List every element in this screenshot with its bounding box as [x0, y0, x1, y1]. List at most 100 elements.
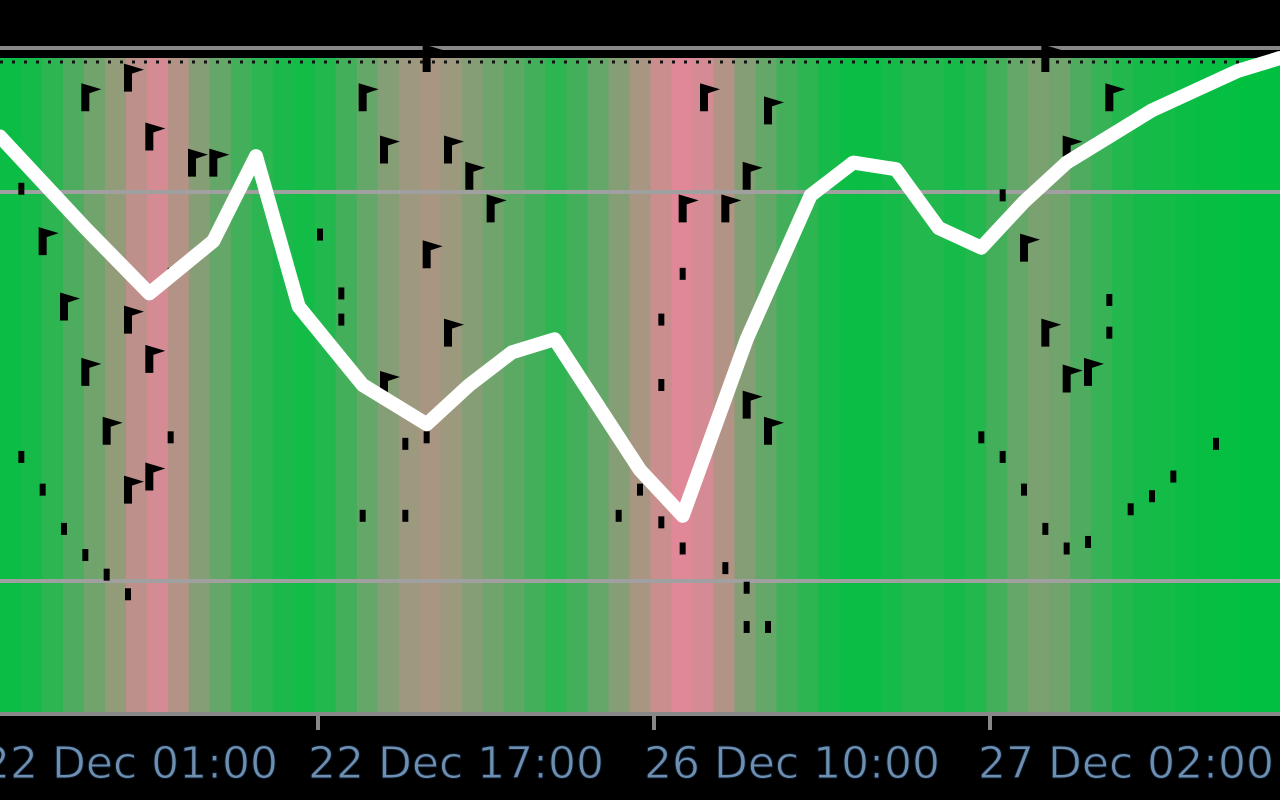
data-point [18, 450, 25, 463]
background-band [1112, 58, 1134, 712]
background-band [902, 58, 924, 712]
data-point [402, 437, 409, 450]
data-point [615, 509, 622, 522]
background-band [818, 58, 840, 712]
data-marker [81, 83, 102, 112]
data-point [978, 431, 985, 444]
data-point [679, 542, 686, 555]
background-band [1070, 58, 1092, 712]
data-marker [1084, 357, 1104, 386]
background-band [440, 58, 463, 712]
data-marker [38, 227, 59, 256]
data-point [1085, 535, 1091, 548]
background-band [1133, 58, 1155, 712]
x-tick-labels: 22 Dec 01:00 22 Dec 17:00 26 Dec 10:00 2… [0, 738, 1274, 790]
background-band [377, 58, 400, 712]
background-band [1175, 58, 1197, 712]
background-band [419, 58, 442, 712]
data-marker [145, 462, 166, 491]
data-marker [124, 475, 144, 504]
data-marker [60, 292, 80, 321]
background-band [1196, 58, 1218, 712]
background-band [314, 58, 337, 712]
data-point [1106, 293, 1113, 306]
series-line-1 [0, 51, 1280, 523]
background-band [881, 58, 903, 712]
background-band [860, 58, 882, 712]
data-point [125, 588, 131, 601]
data-point [637, 483, 643, 496]
data-marker [1105, 83, 1126, 112]
x-tick-label-4: 27 Dec 02:00 [978, 738, 1274, 789]
data-marker [188, 148, 208, 177]
data-marker [444, 135, 464, 164]
data-point [61, 522, 67, 535]
data-point [658, 313, 665, 326]
background-band [587, 58, 610, 712]
background-band [965, 58, 987, 712]
data-marker [209, 148, 230, 177]
background-band [482, 58, 505, 712]
background-band [734, 58, 757, 712]
data-point [1042, 522, 1049, 535]
background-band [755, 58, 777, 712]
background-band [1007, 58, 1029, 712]
data-marker [124, 63, 144, 92]
data-marker [81, 357, 102, 386]
data-point [999, 189, 1006, 202]
data-marker [145, 122, 166, 151]
background-band [923, 58, 945, 712]
background-band [608, 58, 631, 712]
data-marker [1062, 364, 1083, 393]
data-point [1170, 470, 1177, 483]
background-band [188, 58, 211, 712]
background-band [1091, 58, 1113, 712]
background-band [1217, 58, 1239, 712]
data-marker [700, 83, 720, 112]
data-point [402, 509, 409, 522]
data-marker [1020, 233, 1040, 262]
data-marker [102, 416, 123, 445]
data-point [743, 620, 750, 633]
data-point [338, 313, 345, 326]
data-marker [764, 96, 784, 125]
background-band [272, 58, 295, 712]
background-band [125, 58, 148, 712]
data-point [999, 450, 1006, 463]
data-point [18, 182, 25, 195]
background-band [986, 58, 1008, 712]
background-band [944, 58, 966, 712]
background-band [146, 58, 169, 712]
background-band [629, 58, 652, 712]
grid-lines [0, 46, 1280, 583]
data-marker [742, 390, 763, 419]
data-point [765, 620, 771, 633]
data-point [317, 228, 323, 241]
data-point [39, 483, 46, 496]
background-band [167, 58, 190, 712]
data-point [658, 379, 665, 391]
data-point [103, 568, 110, 581]
background-band [293, 58, 316, 712]
data-point [1063, 542, 1070, 555]
x-tick-label-3: 26 Dec 10:00 [644, 738, 940, 789]
data-marker [422, 44, 443, 72]
data-marker [486, 194, 507, 223]
background-band [41, 58, 64, 712]
background-band [83, 58, 106, 712]
data-point [423, 431, 430, 444]
data-marker [721, 194, 742, 223]
background-band [335, 58, 358, 712]
data-marker [358, 83, 379, 112]
background-band [1028, 58, 1050, 712]
background-band [20, 58, 43, 712]
data-point [1021, 483, 1027, 496]
data-marker [444, 318, 464, 347]
data-point [1127, 503, 1134, 516]
data-point [82, 549, 89, 562]
background-band [1259, 58, 1280, 712]
data-marker [764, 416, 784, 445]
data-marker [380, 135, 400, 164]
data-point [743, 581, 750, 594]
data-point [1149, 490, 1155, 503]
